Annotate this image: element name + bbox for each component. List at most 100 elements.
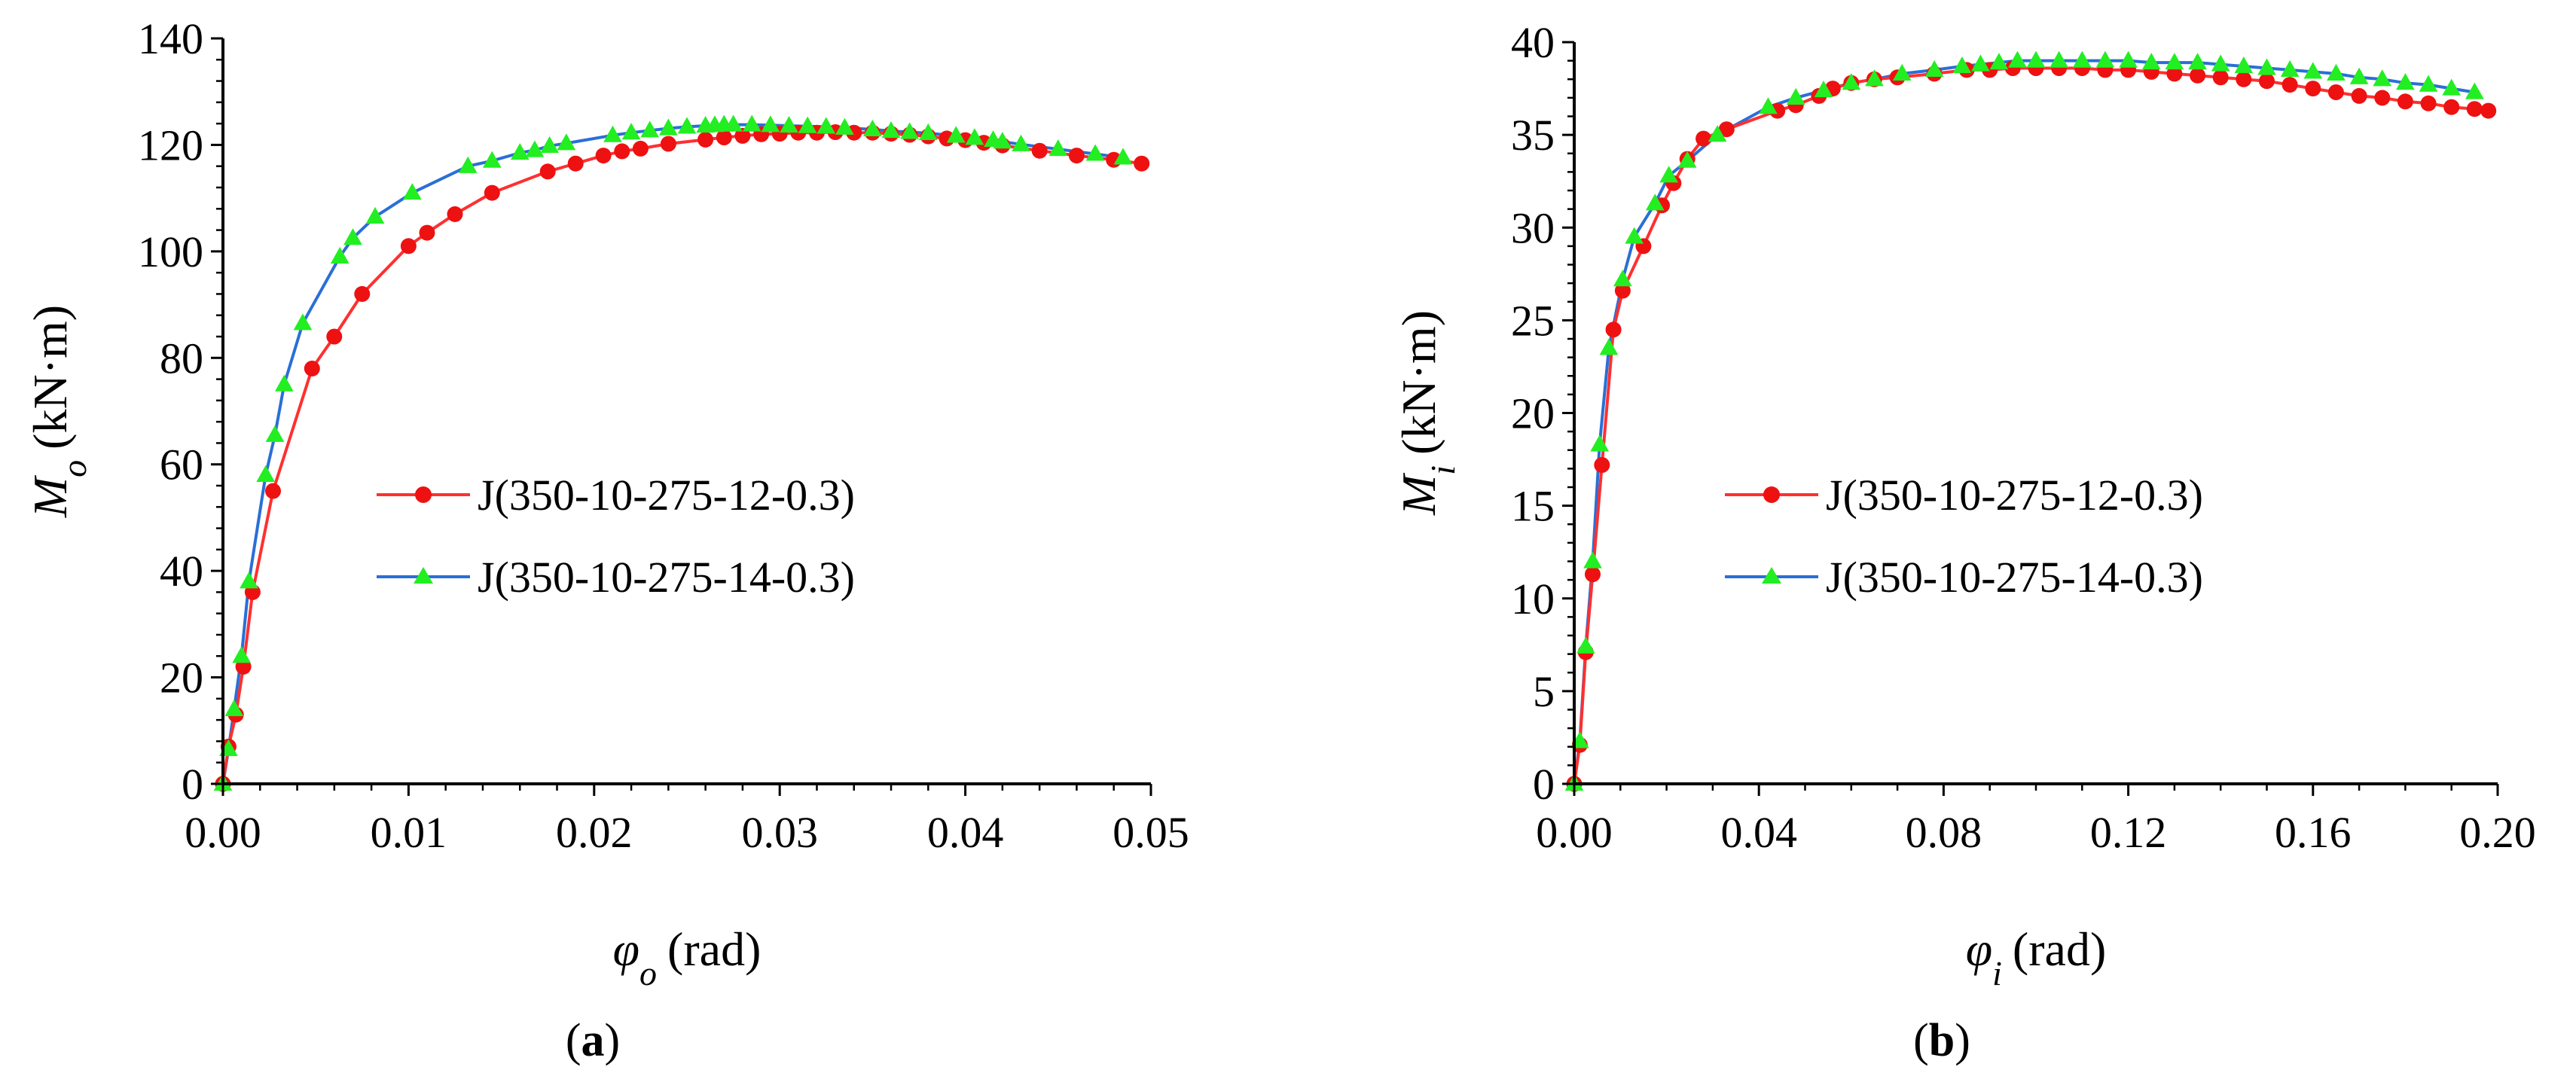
chart-b-plot-area (1564, 50, 2497, 792)
chart-b-series-1-point (2236, 71, 2252, 87)
chart-b-legend-1-label: J(350-10-275-12-0.3) (1826, 471, 2203, 520)
chart-a-series-2-point (863, 119, 882, 137)
chart-b-series-1-point (1695, 130, 1712, 147)
chart-a-legend-1-label: J(350-10-275-12-0.3) (478, 471, 855, 520)
chart-a-series-2-point (798, 116, 817, 133)
chart-a-series-1-point (632, 140, 649, 157)
chart-b-series-2-point (1590, 434, 1610, 452)
chart-a-series-1-point (354, 285, 371, 302)
chart-b-series-1-point (2443, 99, 2460, 115)
chart-a-panel-label: (a) (566, 1015, 620, 1066)
chart-b-series-1-markers (1566, 60, 2497, 792)
chart-a-series-2-point (1085, 144, 1105, 161)
chart-b-y-tick-label: 10 (1511, 575, 1555, 623)
chart-b-series-1-point (1605, 322, 1622, 338)
chart-a-series-2-point (256, 465, 276, 482)
chart-b-x-tick-label: 0.12 (2090, 808, 2167, 857)
chart-a-series-2-point (402, 183, 422, 200)
chart-a-series-2-point (525, 140, 545, 157)
chart-b-series-2-point (2119, 50, 2138, 68)
chart-a-series-2-point (677, 117, 697, 134)
chart-a-series-2-point (232, 646, 251, 663)
chart-b-legend-2-marker (1762, 567, 1781, 584)
chart-a-series-2-point (918, 123, 938, 140)
chart-b-series-1-line (1573, 66, 2489, 785)
chart-a-series-2-markers (213, 114, 1133, 791)
chart-b-series-1-point (2281, 77, 2298, 93)
chart-b-legend-item-2: J(350-10-275-14-0.3) (1725, 553, 2203, 602)
chart-a-series-2-point (365, 206, 385, 224)
chart-a-series-1-point (484, 184, 500, 201)
chart-b-series-1-point (2397, 93, 2413, 110)
chart-a-series-2-point (265, 425, 285, 442)
chart-b-series-2-point (2257, 58, 2276, 75)
chart-a-series-1-markers (215, 124, 1150, 792)
chart-b-x-axis-label: φi (rad) (1966, 922, 2107, 992)
chart-b-x-tick-label: 0.20 (2459, 808, 2536, 857)
chart-a-series-1-point (265, 483, 281, 499)
chart-a-series-1-point (614, 143, 630, 160)
chart-a-xlabel-symbol: φ (613, 922, 639, 976)
chart-b-series-2-point (2095, 50, 2115, 68)
chart-a-series-1-point (304, 360, 320, 376)
chart-a-x-tick-label: 0.03 (741, 808, 818, 857)
chart-a-series-2-point (240, 572, 258, 589)
chart-b-series-2-point (2419, 75, 2438, 92)
chart-a-series-2-point (881, 121, 901, 139)
chart-a-series-2-point (557, 133, 576, 151)
chart-b-series-2-point (1645, 194, 1665, 211)
chart-b-series-2-point (1576, 636, 1595, 654)
chart-b-ylabel-symbol: M (1392, 472, 1445, 516)
chart-b-y-tick-label: 35 (1511, 111, 1555, 160)
chart-a-series-1-point (660, 136, 676, 152)
chart-b-x-tick-label: 0.04 (1720, 808, 1797, 857)
chart-b-x-ticks (1573, 784, 2499, 796)
chart-a-axes: 0.00 0.01 0.02 0.03 0.04 0.05 0 20 40 60 80 100 120… (138, 14, 1189, 857)
chart-b-series-2-point (1708, 125, 1727, 142)
chart-a-series-2-point (621, 123, 641, 140)
chart-b: 0.00 0.04 0.08 0.12 0.16 0.20 0 5 10 15 20 25 30 35 4… (1392, 18, 2536, 1066)
chart-b-y-tick-label: 30 (1511, 203, 1555, 252)
chart-b-series-2-point (2072, 50, 2092, 68)
chart-b-series-2-point (1625, 227, 1644, 244)
chart-b-legend-1-marker (1763, 486, 1780, 503)
chart-a-series-2-point (1048, 139, 1068, 157)
chart-b-series-2-point (2188, 53, 2207, 70)
chart-b-legend: J(350-10-275-12-0.3) J(350-10-275-14-0.3… (1725, 471, 2203, 602)
chart-a-series-2-line (221, 123, 1124, 785)
chart-a-series-2-point (330, 246, 349, 264)
chart-a-series-1-point (447, 206, 463, 222)
chart-a-series-2-point (965, 128, 984, 145)
chart-b-series-2-line (1573, 59, 2475, 785)
chart-b-y-tick-label: 5 (1533, 667, 1555, 716)
chart-b-series-2-point (2465, 82, 2484, 99)
chart-b-series-1-point (2480, 102, 2497, 119)
chart-b-y-axis-label: Mi (kN·m) (1392, 310, 1462, 516)
chart-b-series-2-point (1599, 338, 1619, 355)
chart-a-x-tick-label: 0.02 (556, 808, 633, 857)
chart-b-ylabel-unit: (kN·m) (1392, 310, 1445, 455)
chart-b-y-ticks (1562, 41, 1574, 785)
chart-b-series-2-point (2008, 50, 2027, 68)
chart-b-axes: 0.00 0.04 0.08 0.12 0.16 0.20 0 5 10 15 20 25 30 35 4… (1511, 18, 2536, 857)
chart-a-series-2-point (458, 156, 478, 173)
chart-b-series-2-point (1659, 166, 1679, 183)
chart-a-series-2-point (343, 228, 362, 245)
chart-a-series-2-point (816, 117, 836, 134)
chart-a-ylabel-subscript: o (55, 460, 93, 477)
chart-b-series-2-point (1814, 81, 1833, 98)
chart-b-xlabel-unit: (rad) (2013, 922, 2106, 976)
chart-b-y-tick-label: 0 (1533, 760, 1555, 809)
chart-b-series-2-point (2026, 50, 2046, 68)
chart-a-series-1-point (326, 328, 343, 345)
chart-b-series-1-point (2259, 73, 2275, 90)
chart-a-series-2-point (946, 126, 966, 143)
chart-a: 0.00 0.01 0.02 0.03 0.04 0.05 0 20 40 60 80 100 120… (23, 14, 1189, 1066)
chart-b-series-1-point (2305, 81, 2321, 97)
chart-a-y-tick-labels: 0 20 40 60 80 100 120 140 (138, 14, 203, 809)
chart-b-series-2-point (1952, 56, 1972, 74)
chart-a-x-axis-label: φo (rad) (613, 922, 762, 992)
chart-a-series-1-point (1031, 142, 1048, 159)
chart-a-xlabel-subscript: o (639, 954, 657, 992)
